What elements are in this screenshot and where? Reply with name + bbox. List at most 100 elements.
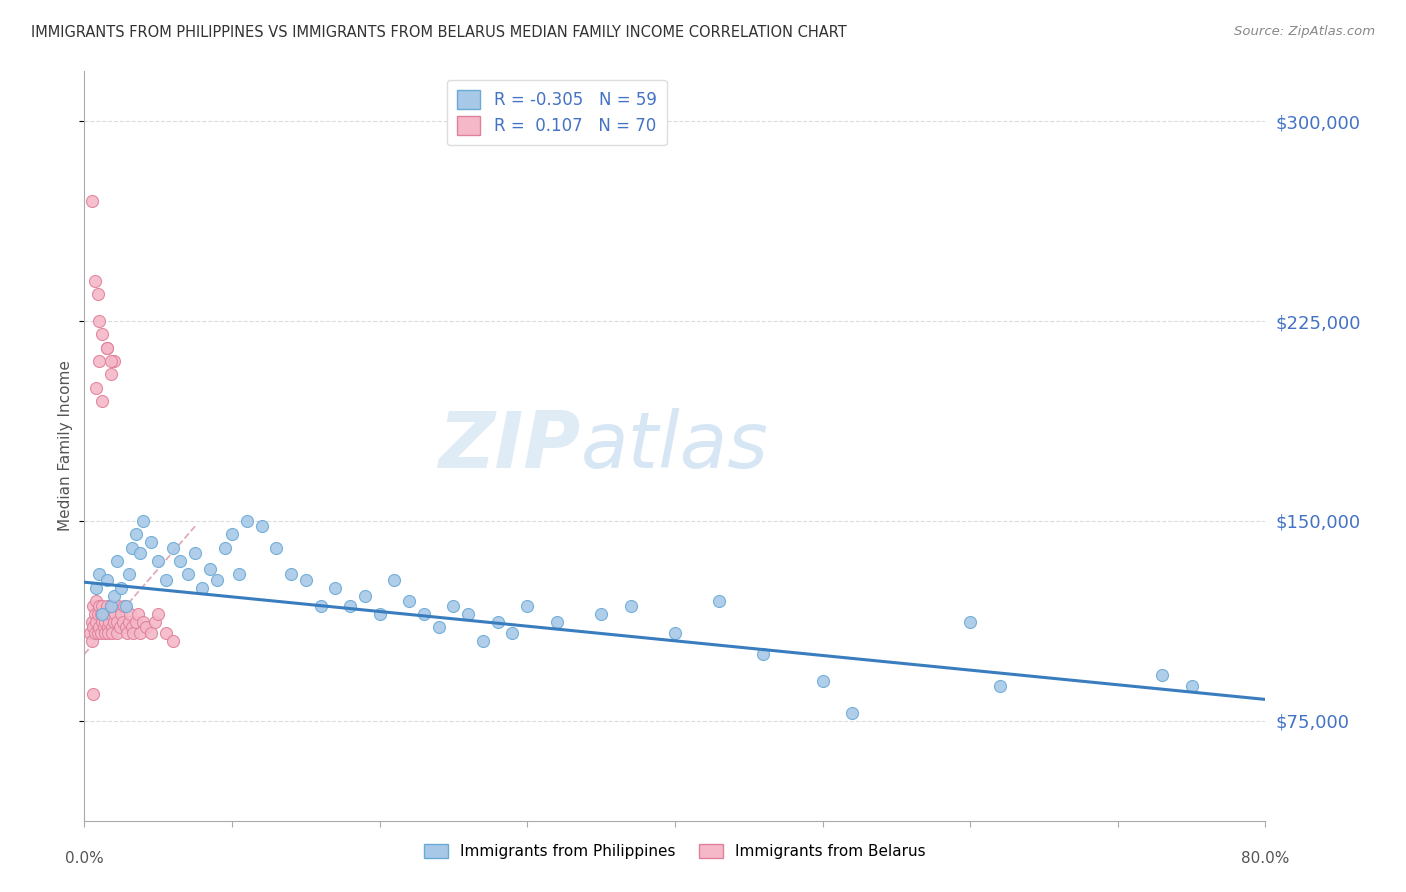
Point	[80, 194, 103, 209]
Point	[959, 615, 981, 629]
Text: Source: ZipAtlas.com: Source: ZipAtlas.com	[1234, 25, 1375, 38]
Point	[191, 581, 214, 595]
Point	[86, 287, 108, 301]
Y-axis label: Median Family Income: Median Family Income	[58, 360, 73, 532]
Text: atlas: atlas	[581, 408, 768, 484]
Point	[114, 599, 136, 614]
Point	[139, 535, 162, 549]
Point	[546, 615, 568, 629]
Point	[94, 615, 117, 629]
Point	[91, 394, 114, 409]
Point	[83, 274, 105, 288]
Point	[101, 620, 124, 634]
Point	[80, 615, 103, 629]
Point	[91, 327, 114, 342]
Point	[325, 581, 347, 595]
Point	[115, 625, 138, 640]
Point	[79, 625, 101, 640]
Point	[100, 354, 122, 368]
Point	[841, 706, 863, 720]
Point	[148, 607, 170, 622]
Point	[96, 341, 118, 355]
Point	[103, 589, 125, 603]
Point	[250, 519, 273, 533]
Point	[96, 599, 118, 614]
Point	[129, 625, 152, 640]
Point	[91, 607, 114, 622]
Point	[86, 625, 108, 640]
Point	[96, 341, 118, 355]
Point	[84, 581, 107, 595]
Point	[84, 615, 107, 629]
Point	[94, 625, 117, 640]
Point	[100, 599, 122, 614]
Point	[87, 567, 111, 582]
Point	[155, 573, 177, 587]
Point	[620, 599, 643, 614]
Point	[83, 607, 105, 622]
Point	[96, 607, 118, 622]
Point	[84, 594, 107, 608]
Point	[90, 607, 112, 622]
Point	[354, 589, 377, 603]
Point	[177, 567, 200, 582]
Point	[501, 625, 523, 640]
Point	[87, 314, 111, 328]
Point	[148, 554, 170, 568]
Point	[108, 620, 131, 634]
Point	[87, 354, 111, 368]
Point	[398, 594, 420, 608]
Point	[105, 615, 128, 629]
Point	[516, 599, 538, 614]
Point	[309, 599, 332, 614]
Point	[709, 594, 731, 608]
Point	[114, 620, 136, 634]
Point	[93, 620, 115, 634]
Point	[105, 554, 128, 568]
Point	[132, 615, 155, 629]
Text: ZIP: ZIP	[439, 408, 581, 484]
Point	[198, 562, 221, 576]
Point	[368, 607, 391, 622]
Point	[472, 633, 495, 648]
Text: 80.0%: 80.0%	[1241, 851, 1289, 865]
Point	[98, 615, 121, 629]
Point	[104, 607, 127, 622]
Point	[93, 607, 115, 622]
Point	[988, 679, 1011, 693]
Point	[214, 541, 236, 555]
Point	[91, 599, 114, 614]
Point	[127, 607, 149, 622]
Point	[111, 615, 134, 629]
Point	[82, 599, 104, 614]
Point	[91, 615, 114, 629]
Point	[112, 599, 135, 614]
Point	[110, 581, 132, 595]
Point	[169, 554, 191, 568]
Point	[87, 620, 111, 634]
Point	[118, 615, 141, 629]
Point	[811, 673, 834, 688]
Point	[100, 368, 122, 382]
Point	[457, 607, 479, 622]
Point	[118, 567, 141, 582]
Point	[125, 527, 148, 541]
Point	[87, 599, 111, 614]
Point	[120, 607, 142, 622]
Point	[1181, 679, 1204, 693]
Point	[382, 573, 406, 587]
Point	[82, 687, 104, 701]
Point	[100, 599, 122, 614]
Point	[97, 625, 120, 640]
Point	[221, 527, 243, 541]
Point	[103, 354, 125, 368]
Point	[413, 607, 436, 622]
Legend: Immigrants from Philippines, Immigrants from Belarus: Immigrants from Philippines, Immigrants …	[418, 838, 932, 865]
Point	[121, 620, 143, 634]
Text: IMMIGRANTS FROM PHILIPPINES VS IMMIGRANTS FROM BELARUS MEDIAN FAMILY INCOME CORR: IMMIGRANTS FROM PHILIPPINES VS IMMIGRANT…	[31, 25, 846, 40]
Point	[143, 615, 166, 629]
Point	[107, 599, 129, 614]
Point	[82, 620, 104, 634]
Point	[105, 625, 128, 640]
Point	[228, 567, 250, 582]
